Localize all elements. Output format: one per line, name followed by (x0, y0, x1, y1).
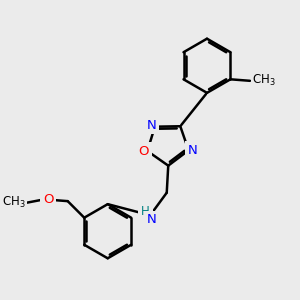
Text: N: N (146, 119, 156, 132)
Text: N: N (187, 144, 197, 157)
Text: H: H (141, 205, 150, 218)
Text: O: O (139, 145, 149, 158)
Text: $\mathregular{CH_3}$: $\mathregular{CH_3}$ (252, 73, 276, 88)
Text: $\mathregular{CH_3}$: $\mathregular{CH_3}$ (2, 195, 26, 210)
Text: N: N (147, 213, 157, 226)
Text: O: O (43, 193, 53, 206)
